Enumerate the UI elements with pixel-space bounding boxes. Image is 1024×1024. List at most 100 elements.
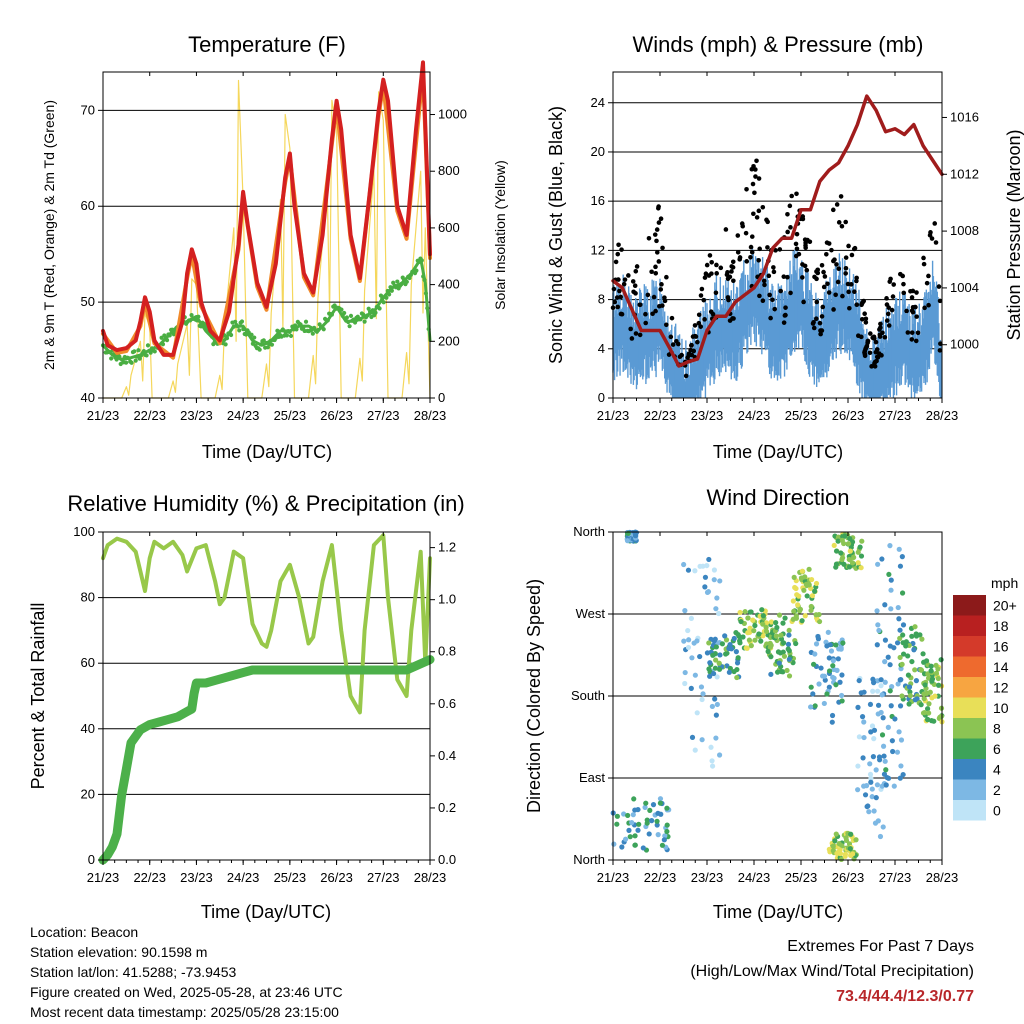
dewpoint-point	[407, 275, 412, 281]
gust-point	[825, 281, 830, 287]
direction-point	[662, 833, 668, 839]
temperature-ytick-label: 60	[81, 198, 95, 213]
gust-point	[768, 315, 773, 321]
gust-point	[887, 279, 893, 284]
gust-point	[744, 259, 750, 264]
winds-ytick-label: 8	[598, 292, 605, 307]
gust-point	[915, 330, 921, 336]
gust-point	[649, 269, 654, 275]
gust-point	[662, 295, 667, 300]
direction-point	[716, 610, 722, 617]
dewpoint-point	[132, 349, 137, 354]
direction-point	[838, 856, 845, 862]
winds-ylabel-left: Sonic Wind & Gust (Blue, Black)	[546, 106, 566, 364]
gust-point	[778, 288, 784, 294]
direction-point	[682, 680, 688, 687]
direction-point	[791, 574, 797, 580]
direction-point	[740, 634, 746, 640]
direction-point	[851, 554, 857, 560]
direction-point	[791, 608, 797, 614]
gust-point	[851, 246, 857, 252]
direction-point	[812, 588, 818, 594]
direction-point	[816, 618, 823, 625]
direction-point	[697, 653, 703, 660]
direction-point	[632, 533, 639, 539]
gust-point	[725, 295, 731, 300]
t2m-line	[101, 60, 432, 357]
direction-point	[906, 701, 912, 707]
gust-point	[654, 250, 660, 255]
gust-point	[612, 299, 618, 305]
gust-point	[819, 314, 825, 319]
direction-point	[833, 682, 839, 688]
gust-point	[929, 236, 935, 241]
direction-point	[926, 710, 932, 716]
gust-point	[820, 304, 826, 310]
direction-point	[826, 668, 833, 674]
direction-point	[611, 841, 617, 847]
gust-point	[847, 305, 852, 311]
direction-point	[874, 782, 881, 788]
direction-point	[759, 607, 765, 613]
gust-point	[743, 230, 749, 236]
gust-point	[921, 255, 926, 261]
dewpoint-point	[269, 342, 275, 347]
direction-point	[843, 835, 849, 841]
gust-point	[731, 316, 736, 321]
direction-point	[685, 627, 691, 634]
direction-point	[626, 827, 632, 833]
dewpoint-point	[249, 332, 254, 337]
speed-legend-label: 10	[993, 700, 1009, 716]
direction-point	[659, 842, 666, 848]
direction-point	[882, 637, 889, 643]
gust-point	[751, 211, 756, 217]
gust-point	[727, 318, 733, 323]
gust-point	[886, 305, 892, 310]
direction-point	[780, 620, 786, 626]
direction-point	[709, 703, 715, 710]
direction-point	[657, 796, 664, 802]
gust-point	[901, 290, 907, 296]
gust-point	[872, 336, 877, 341]
direction-point	[899, 693, 905, 699]
gust-point	[839, 223, 845, 229]
gust-point	[818, 331, 823, 337]
direction-point	[927, 689, 933, 695]
winds-y2tick-label: 1008	[950, 223, 979, 238]
gust-point	[928, 230, 933, 235]
direction-point	[831, 542, 837, 549]
dewpoint-point	[145, 343, 151, 348]
direction-ytick-label: East	[579, 770, 605, 785]
direction-point	[799, 618, 805, 624]
direction-point	[836, 841, 842, 847]
gust-point	[904, 308, 909, 314]
direction-point	[921, 695, 927, 702]
speed-legend-label: 8	[993, 720, 1001, 736]
direction-point	[833, 548, 840, 554]
direction-point	[862, 792, 869, 798]
gust-point	[913, 304, 918, 310]
direction-title: Wind Direction	[706, 485, 849, 510]
rh-xlabel: Time (Day/UTC)	[201, 902, 331, 922]
gust-point	[793, 253, 799, 259]
direction-point	[822, 677, 828, 683]
gust-point	[698, 324, 704, 329]
gust-point	[646, 235, 652, 241]
direction-point	[735, 655, 741, 661]
gust-point	[862, 351, 868, 357]
dewpoint-point	[141, 348, 146, 354]
gust-point	[628, 326, 633, 332]
temperature-ytick-label: 70	[81, 102, 95, 117]
direction-point	[835, 534, 842, 540]
direction-point	[702, 584, 708, 590]
gust-point	[937, 348, 943, 353]
gust-point	[922, 305, 927, 311]
direction-point	[821, 673, 828, 679]
dewpoint-point	[294, 327, 299, 332]
direction-point	[900, 771, 906, 778]
direction-point	[874, 642, 880, 648]
direction-point	[714, 595, 720, 601]
gust-point	[696, 312, 702, 318]
direction-xlabel: Time (Day/UTC)	[713, 902, 843, 922]
winds-xtick-label: 22/23	[644, 408, 677, 423]
